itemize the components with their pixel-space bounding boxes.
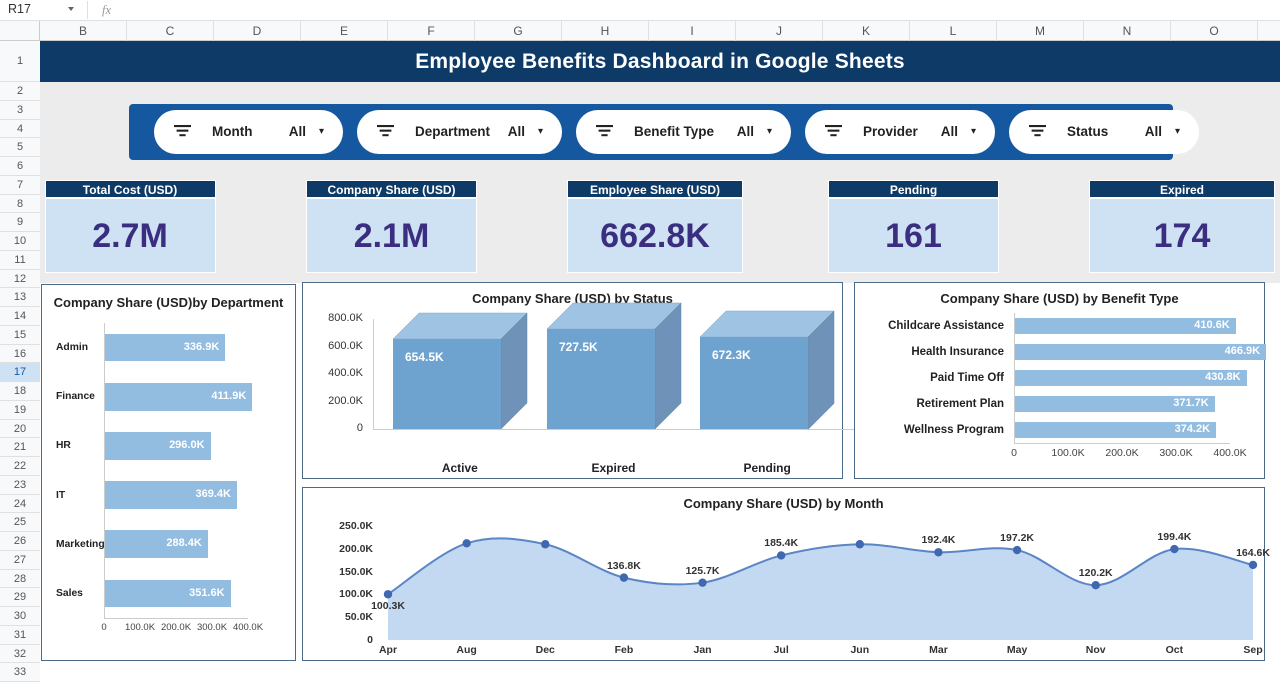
svg-text:672.3K: 672.3K: [712, 348, 751, 362]
svg-text:654.5K: 654.5K: [405, 350, 444, 364]
svg-text:727.5K: 727.5K: [559, 340, 598, 354]
